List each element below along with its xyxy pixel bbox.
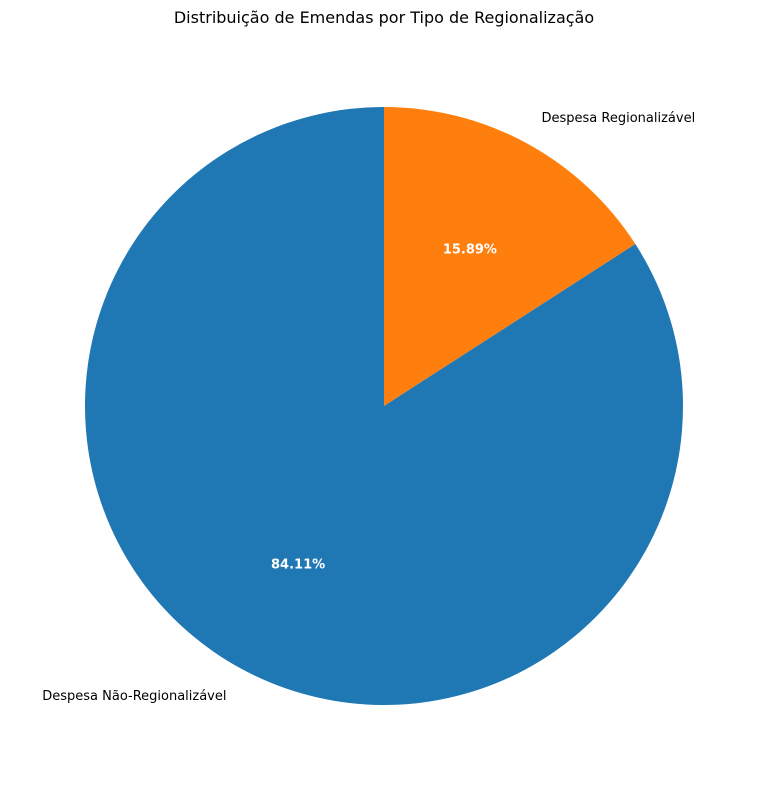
- pie-slice-regionalizavel: [384, 107, 636, 406]
- pie-slice-nao-regionalizavel: [84, 107, 683, 705]
- pct-label-nao-regionalizavel: 84.11%: [271, 558, 325, 573]
- slice-label-regionalizavel: Despesa Regionalizável: [542, 111, 696, 126]
- slice-label-nao-regionalizavel: Despesa Não-Regionalizável: [42, 689, 226, 704]
- pct-label-regionalizavel: 15.89%: [443, 243, 497, 258]
- chart-title: Distribuição de Emendas por Tipo de Regi…: [174, 8, 594, 27]
